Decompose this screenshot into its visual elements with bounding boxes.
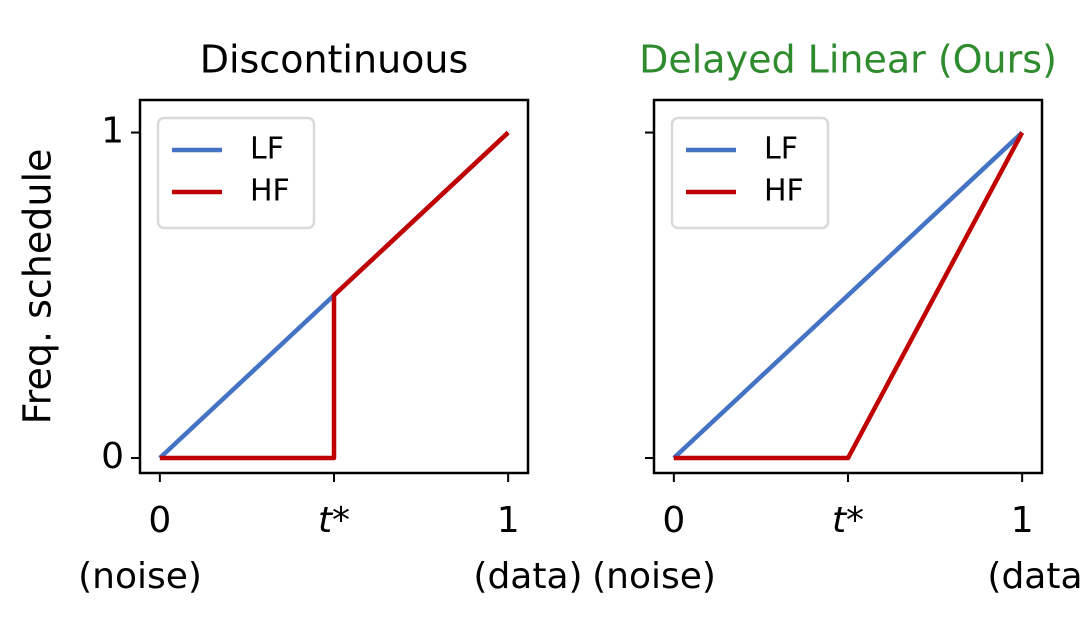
- chart-title: Discontinuous: [200, 38, 469, 82]
- x-end-label: (noise): [78, 556, 202, 597]
- legend-box: [670, 116, 830, 230]
- legend-label: HF: [764, 174, 804, 209]
- axes-frame: [138, 98, 530, 475]
- series-line: [672, 130, 1024, 460]
- x-tick-label: 1: [497, 500, 520, 541]
- y-tick-label: 0: [101, 436, 124, 477]
- x-tick-label: 1: [1011, 500, 1034, 541]
- chart-title: Delayed Linear (Ours): [639, 38, 1057, 82]
- x-end-label: (data): [473, 556, 582, 597]
- x-tick-label: t*: [832, 500, 864, 541]
- axes-frame: [652, 98, 1044, 475]
- x-tick-label: 0: [148, 500, 171, 541]
- legend-label: HF: [250, 174, 290, 209]
- legend-label: LF: [250, 132, 284, 167]
- y-tick-label: 1: [101, 111, 124, 152]
- legend-label: LF: [764, 132, 798, 167]
- x-tick-label: t*: [318, 500, 350, 541]
- series-line: [159, 130, 510, 461]
- legend-box: [156, 116, 316, 230]
- y-axis-label: Freq. schedule: [16, 149, 60, 425]
- x-tick-label: 0: [662, 500, 685, 541]
- x-end-label: (data): [987, 556, 1080, 597]
- x-end-label: (noise): [592, 556, 716, 597]
- series-line: [673, 131, 1025, 461]
